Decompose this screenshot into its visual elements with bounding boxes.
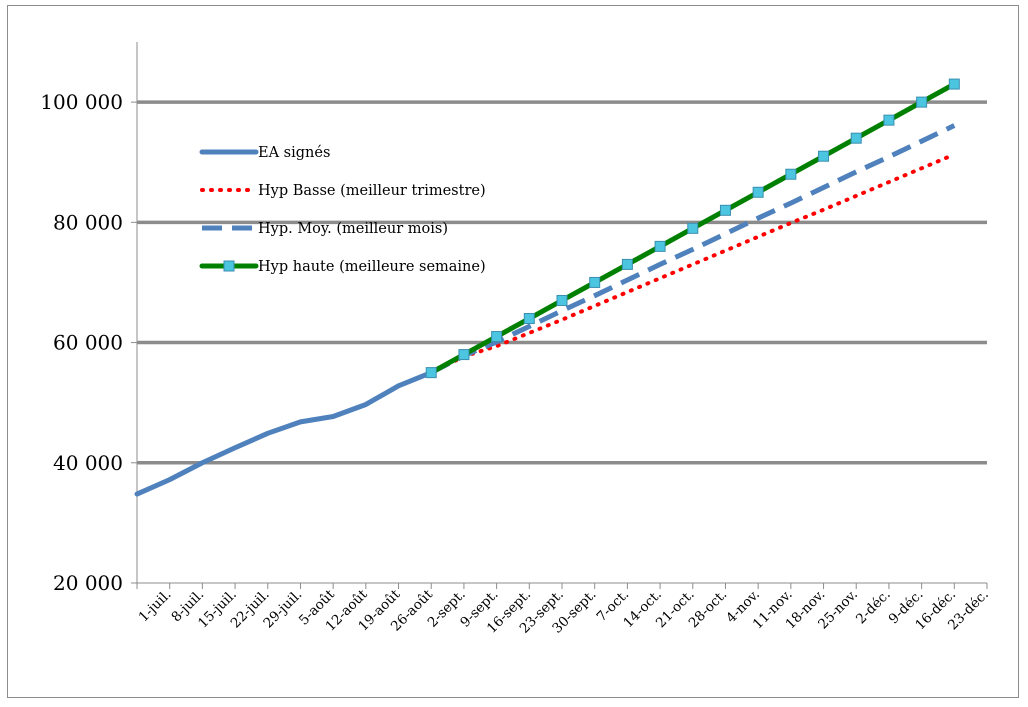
y-tick-labels: 20 000 40 000 60 000 80 000 100 000 [40,90,123,595]
legend-item: EA signés [199,145,330,161]
data-point [654,240,666,252]
legend-item: Hyp. Moy. (meilleur mois) [202,221,448,237]
data-point [916,96,928,108]
data-point [850,132,862,144]
x-tick-label: 2-déc. [853,587,894,628]
data-point [621,258,633,270]
x-tick-labels: 1-juil.8-juil.15-juil.22-juil.29-juil.5-… [136,586,992,637]
y-tick-label: 40 000 [53,451,123,475]
data-point [719,204,731,216]
legend-label: Hyp Basse (meilleur trimestre) [258,183,486,199]
legend-item: Hyp haute (meilleure semaine) [199,259,486,275]
legend-marker [223,260,235,272]
axis-layer [131,42,988,589]
series-line [429,152,957,375]
y-tick-label: 60 000 [53,331,123,355]
legend-label: Hyp haute (meilleure semaine) [258,259,486,275]
data-point [883,114,895,126]
legend-label: Hyp. Moy. (meilleur mois) [258,221,448,237]
series-1 [429,152,957,375]
data-point [948,78,960,90]
data-point [589,276,601,288]
data-point [425,367,437,379]
series-2 [430,123,956,375]
y-tick-label: 100 000 [40,90,123,114]
x-tick-label: 1-juil. [136,587,175,626]
data-point [687,222,699,234]
data-point [785,168,797,180]
data-point [752,186,764,198]
legend-label: EA signés [258,145,330,161]
series-3 [425,78,960,379]
data-point [556,294,568,306]
y-tick-label: 20 000 [53,571,123,595]
legend: EA signés Hyp Basse (meilleur trimestre) H… [199,145,486,275]
data-point [818,150,830,162]
grid-layer [137,100,987,465]
data-point [491,331,503,343]
data-point [458,349,470,361]
y-tick-label: 80 000 [53,210,123,234]
data-point [523,313,535,325]
legend-item: Hyp Basse (meilleur trimestre) [200,183,486,199]
series-layer [134,78,960,497]
series-line [430,123,956,375]
series-0 [134,370,434,497]
series-line [134,370,434,497]
